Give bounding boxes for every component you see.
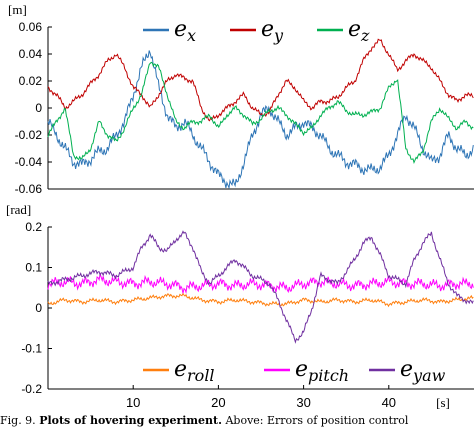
series-line-e-pitch bbox=[47, 272, 474, 295]
y-tick-label: 0.04 bbox=[19, 47, 43, 61]
legend-entry-e-pitch: epitch bbox=[295, 357, 349, 385]
legend-entry-e-roll: eroll bbox=[174, 357, 215, 385]
x-tick-label: 10 bbox=[126, 395, 140, 410]
legend-main: e bbox=[261, 17, 274, 42]
legend-main: e bbox=[400, 357, 413, 382]
y-tick-label: -0.2 bbox=[21, 382, 42, 396]
legend-main: e bbox=[174, 17, 187, 42]
legend-main: e bbox=[348, 17, 361, 42]
legend-sub: pitch bbox=[308, 366, 349, 385]
y-tick-label: 0 bbox=[35, 101, 42, 115]
legend-main: e bbox=[174, 357, 187, 382]
series-line-e-y bbox=[47, 38, 474, 122]
legend-sub: y bbox=[273, 26, 284, 45]
x-tick-label: 30 bbox=[296, 395, 310, 410]
caption-text: Above: Errors of position control bbox=[225, 414, 409, 427]
caption-label: Fig. 9. bbox=[0, 414, 36, 427]
x-axis-label: [s] bbox=[436, 395, 450, 410]
legend-sub: roll bbox=[187, 366, 215, 385]
legend-main: e bbox=[295, 357, 308, 382]
legend-sub: z bbox=[360, 26, 370, 45]
y-unit-label: [rad] bbox=[6, 202, 31, 217]
y-tick-label: -0.1 bbox=[21, 342, 42, 356]
x-tick-label: 40 bbox=[382, 395, 396, 410]
legend-sub: x bbox=[187, 26, 196, 45]
legend-entry-e-y: ey bbox=[261, 17, 284, 45]
y-tick-label: 0.02 bbox=[19, 74, 43, 88]
y-unit-label: [m] bbox=[8, 2, 27, 17]
y-tick-label: 0.06 bbox=[19, 20, 43, 34]
legend-sub: yaw bbox=[412, 366, 446, 385]
y-tick-label: -0.04 bbox=[15, 155, 43, 169]
series-line-e-x bbox=[47, 50, 474, 190]
y-tick-label: -0.02 bbox=[15, 128, 43, 142]
series-line-e-roll bbox=[47, 292, 474, 308]
y-tick-label: 0.2 bbox=[25, 220, 42, 234]
legend-entry-e-z: ez bbox=[348, 17, 370, 45]
y-tick-label: -0.06 bbox=[15, 182, 43, 196]
series-line-e-yaw bbox=[47, 230, 474, 344]
legend-entry-e-yaw: eyaw bbox=[400, 357, 446, 385]
y-tick-label: 0.1 bbox=[25, 261, 42, 275]
y-tick-label: 0 bbox=[35, 301, 42, 315]
attitude-error-panel: [rad]0.20.10-0.1-0.210 20 30 40 [s]eroll epit… bbox=[6, 202, 474, 410]
series-line-e-z bbox=[47, 61, 474, 164]
legend-entry-e-x: ex bbox=[174, 17, 196, 45]
figure-caption: Fig. 9. Plots of hovering experiment. Ab… bbox=[0, 413, 474, 429]
caption-title: Plots of hovering experiment. bbox=[39, 414, 222, 427]
x-tick-label: 20 bbox=[211, 395, 225, 410]
